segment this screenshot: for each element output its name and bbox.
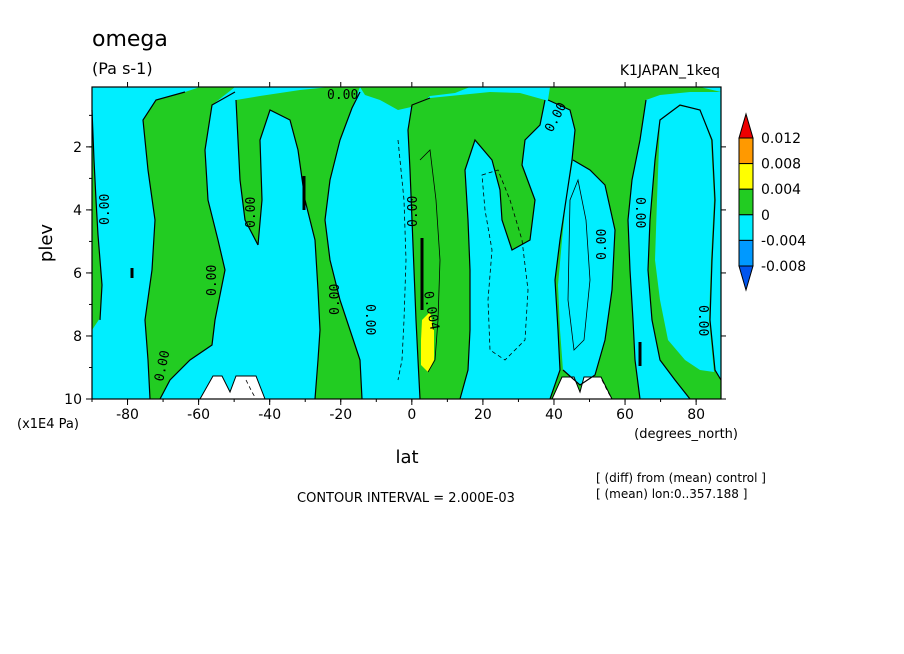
x-tick-label: 60	[616, 407, 634, 423]
y-tick-label: 10	[64, 392, 82, 408]
y-axis-title: plev	[36, 224, 57, 263]
plot-frame	[91, 86, 722, 400]
colorbar-label: -0.008	[761, 259, 806, 275]
x-tick-label: 80	[687, 407, 705, 423]
contour-label: 0.004	[420, 290, 442, 331]
note-diff: [ (diff) from (mean) control ]	[596, 471, 766, 485]
y-tick-label: 8	[73, 329, 82, 345]
chart-subtitle: (Pa s-1)	[92, 59, 153, 78]
x-units-label: (degrees_north)	[634, 427, 738, 442]
x-axis: -80 -60 -40 -20 0 20 40 60 80	[91, 82, 705, 423]
contour-label: 0.00	[328, 284, 343, 315]
contour-label: 0.00	[632, 197, 647, 228]
colorbar-label: -0.004	[761, 233, 806, 249]
colorbar-swatch	[738, 239, 754, 267]
y-tick-label: 2	[73, 140, 82, 156]
colorbar-label: 0	[761, 208, 770, 224]
contour-interval-text: CONTOUR INTERVAL = 2.000E-03	[297, 491, 515, 506]
colorbar-label: 0.012	[761, 131, 801, 147]
y-axis: 2 4 6 8 10	[64, 114, 726, 408]
small-features	[130, 176, 642, 366]
x-tick-label: -40	[258, 407, 281, 423]
contour-label: 0.00	[327, 88, 358, 103]
colorbar: 0.012 0.008 0.004 0 -0.004 -0.008	[738, 112, 806, 292]
contour-labels: 0.00 0.00 0.00 0.00 0.00 0.00 0.00 0.00 …	[98, 88, 710, 383]
x-tick-label: -20	[329, 407, 352, 423]
positive-region-sh-mid	[143, 87, 235, 399]
colorbar-swatch	[738, 137, 754, 165]
zero-contours	[91, 91, 722, 400]
contour-label: 0.00	[362, 304, 377, 335]
colorbar-label: 0.004	[761, 182, 801, 198]
positive-region-upper-sh	[236, 87, 362, 399]
y-tick-label: 4	[73, 203, 82, 219]
x-tick-label: -60	[187, 407, 210, 423]
contour-label: 0.00	[152, 349, 173, 383]
colorbar-swatch	[738, 188, 754, 216]
yellow-core	[421, 312, 434, 372]
positive-contours	[419, 149, 591, 373]
colorbar-swatch	[738, 163, 754, 190]
x-axis-title: lat	[395, 447, 418, 468]
chart-title: omega	[92, 27, 168, 52]
contour-label: 0.00	[244, 197, 259, 228]
colorbar-swatch	[738, 214, 754, 241]
x-tick-label: 40	[545, 407, 563, 423]
contour-label: 0.00	[595, 229, 610, 260]
colorbar-swatch	[738, 112, 754, 139]
contour-label: 0.00	[695, 305, 710, 336]
positive-region-eq-nh	[408, 92, 545, 399]
contour-label: 0.00	[205, 265, 220, 296]
colorbar-swatch	[738, 265, 754, 292]
contour-label: 0.00	[406, 196, 421, 227]
y-tick-label: 6	[73, 266, 82, 282]
negative-region-nh-polar	[655, 106, 714, 372]
colorbar-label: 0.008	[761, 157, 801, 173]
negative-region-nh-subtrop	[558, 160, 615, 385]
contour-label: 0.00	[98, 194, 113, 225]
x-tick-label: 0	[407, 407, 416, 423]
negative-contours	[245, 139, 613, 400]
positive-region-upper-cap	[360, 87, 470, 110]
experiment-label: K1JAPAN_1keq	[620, 63, 720, 79]
note-mean: [ (mean) lon:0..357.188 ]	[596, 487, 747, 501]
x-tick-label: 20	[474, 407, 492, 423]
y-units-label: (x1E4 Pa)	[17, 417, 79, 432]
x-tick-label: -80	[116, 407, 139, 423]
plot-area: 0.00 0.00 0.00 0.00 0.00 0.00 0.00 0.00 …	[91, 86, 722, 400]
topography-sh	[199, 375, 266, 400]
